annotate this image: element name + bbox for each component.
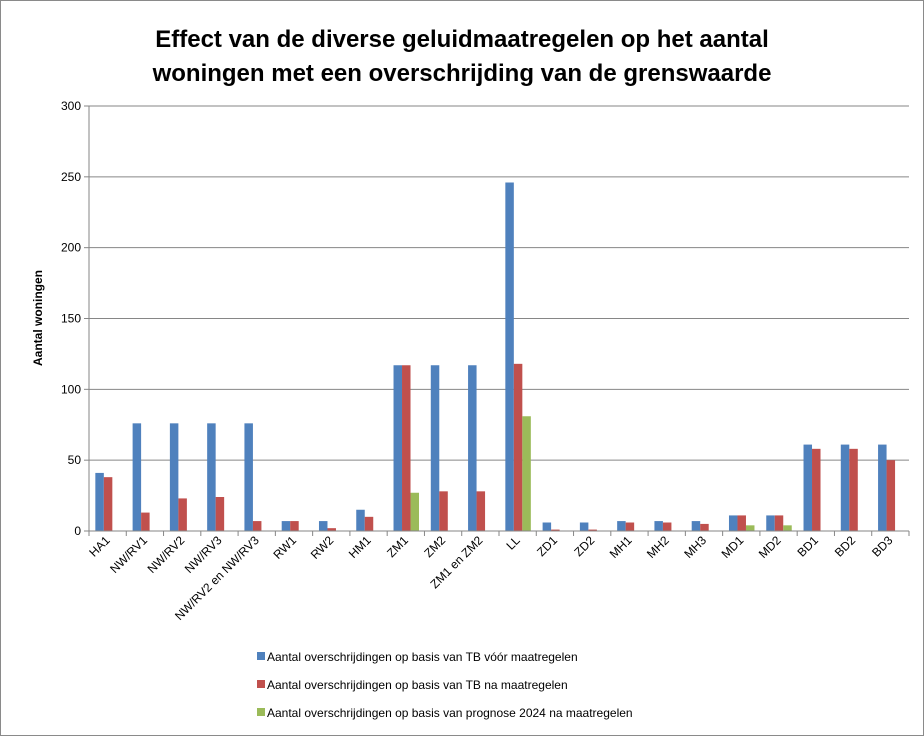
bar-zm1-en-zm2-series-2 [476,491,486,531]
bar-nw-rv2-en-nw-rv3-series-2 [252,521,262,531]
legend-swatch-3 [257,708,265,716]
bar-hm1-series-2 [364,516,374,531]
bar-zm1-series-1 [393,365,403,531]
bar-zd2-series-2 [588,529,597,531]
x-tick-label: MH1 [607,533,635,561]
x-tick-label: MD1 [719,533,747,561]
axes: 050100150200250300HA1NW/RV1NW/RV2NW/RV3N… [61,99,910,623]
bar-ha1-series-2 [103,477,113,531]
x-tick-label: HM1 [346,533,374,561]
legend: Aantal overschrijdingen op basis van TB … [257,650,633,720]
bar-mh2-series-1 [654,521,663,531]
x-tick-label: MD2 [756,533,784,561]
y-tick-label: 200 [61,241,81,255]
bar-rw2-series-2 [327,528,336,531]
legend-label-1: Aantal overschrijdingen op basis van TB … [267,650,578,664]
y-tick-label: 250 [61,170,81,184]
y-axis-label: Aantal woningen [31,270,45,366]
bar-nw-rv1-series-1 [132,423,142,531]
bars [95,182,896,531]
bar-mh3-series-1 [691,521,701,531]
y-tick-label: 0 [74,524,81,538]
bar-nw-rv1-series-2 [141,512,150,531]
x-tick-label: BD3 [869,533,896,560]
bar-zd1-series-1 [542,522,552,531]
x-tick-label: MH3 [681,533,709,561]
bar-rw1-series-2 [290,521,299,531]
bar-mh3-series-2 [700,523,709,531]
bar-nw-rv2-series-2 [178,498,187,531]
bar-rw1-series-1 [281,521,291,531]
chart-title-line-1: Effect van de diverse geluidmaatregelen … [155,26,769,53]
x-tick-label: RW1 [271,533,300,562]
bar-md2-series-2 [774,515,784,531]
gridlines [89,105,909,461]
bar-mh2-series-2 [662,522,672,531]
legend-label-3: Aantal overschrijdingen op basis van pro… [267,706,633,720]
bar-md1-series-3 [745,525,755,531]
x-tick-label: ZM1 [384,533,411,560]
x-tick-label: ZD2 [571,533,597,559]
bar-zd1-series-2 [551,529,560,531]
bar-zm1-series-3 [410,492,420,531]
legend-swatch-1 [257,652,265,660]
bar-rw2-series-1 [318,521,328,531]
bar-bd2-series-1 [840,444,850,531]
bar-nw-rv3-series-2 [215,497,225,531]
y-tick-label: 150 [61,312,81,326]
bar-md1-series-2 [737,515,746,531]
bar-bd3-series-1 [878,444,887,531]
x-tick-label: ZM2 [421,533,448,560]
bar-bd1-series-2 [812,448,821,531]
x-tick-label: NW/RV1 [107,533,150,576]
bar-ll-series-1 [505,182,514,531]
legend-swatch-2 [257,680,265,688]
bar-nw-rv2-en-nw-rv3-series-1 [244,423,253,531]
x-tick-label: HA1 [86,533,113,560]
y-tick-label: 300 [61,99,81,113]
x-tick-label: NW/RV2 [145,533,188,576]
bar-zd2-series-1 [579,522,589,531]
bar-nw-rv3-series-1 [207,423,216,531]
bar-md1-series-1 [728,515,738,531]
y-tick-label: 100 [61,382,81,396]
legend-label-2: Aantal overschrijdingen op basis van TB … [267,678,568,692]
bar-mh1-series-2 [625,522,635,531]
x-tick-label: RW2 [308,533,337,562]
bar-md2-series-3 [783,525,792,531]
x-tick-label: ZD1 [534,533,560,559]
bar-zm2-series-2 [439,491,448,531]
bar-bd2-series-2 [849,448,858,531]
bar-bd3-series-2 [886,460,896,531]
x-tick-label: MH2 [644,533,672,561]
y-tick-label: 50 [68,453,82,467]
bar-nw-rv2-series-1 [169,423,179,531]
bar-ha1-series-1 [95,472,104,531]
bar-zm2-series-1 [430,365,440,531]
bar-md2-series-1 [766,515,775,531]
bar-ll-series-2 [513,363,523,531]
bar-hm1-series-1 [356,509,365,531]
bar-bd1-series-1 [803,444,813,531]
bar-zm1-en-zm2-series-1 [468,365,477,531]
x-tick-label: BD2 [832,533,859,560]
bar-ll-series-3 [522,416,531,531]
x-tick-label: BD1 [795,533,822,560]
bar-mh1-series-1 [617,521,626,531]
x-tick-label: LL [503,533,523,553]
bar-zm1-series-2 [402,365,411,531]
chart-title-line-2: woningen met een overschrijding van de g… [152,60,772,87]
